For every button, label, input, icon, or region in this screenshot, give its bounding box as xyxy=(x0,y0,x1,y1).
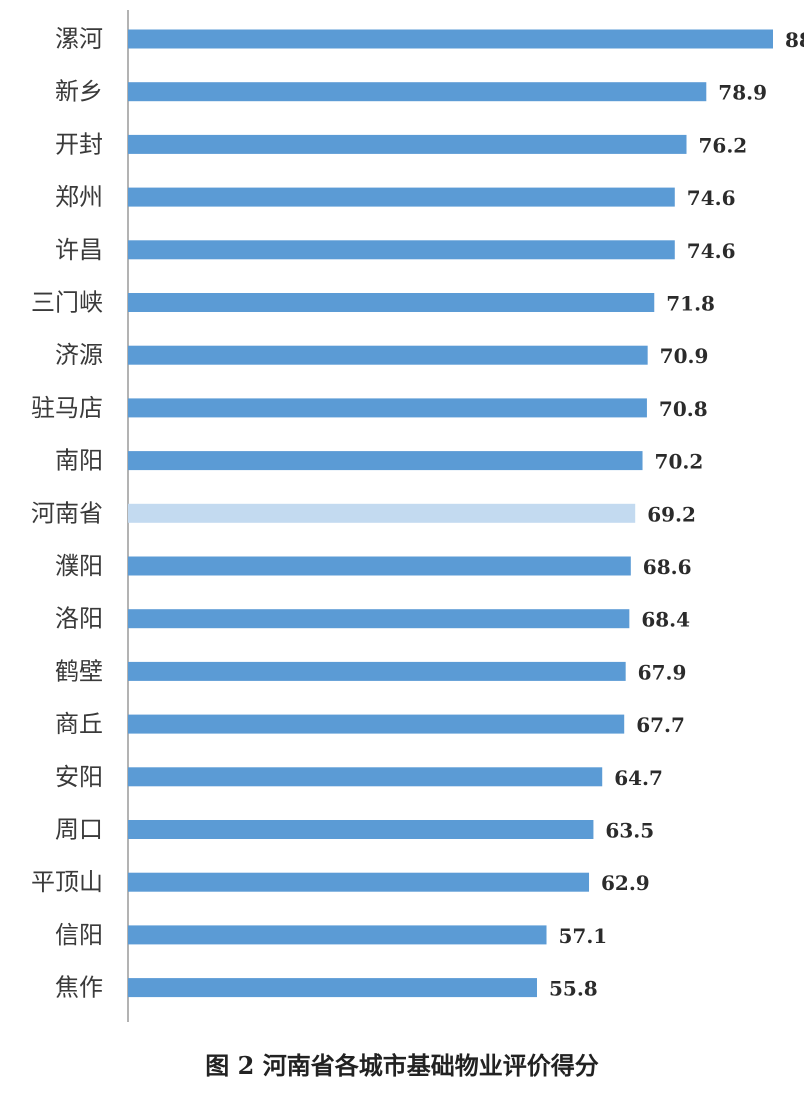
value-label: 70.2 xyxy=(655,450,704,474)
bar-13 xyxy=(128,714,625,734)
value-label: 74.6 xyxy=(687,186,736,210)
category-labels-group: 漯河新乡开封郑州许昌三门峡济源驻马店南阳河南省濮阳洛阳鹤壁商丘安阳周口平顶山信阳… xyxy=(31,25,103,1002)
value-label: 69.2 xyxy=(647,502,696,526)
value-label: 78.9 xyxy=(718,81,767,105)
bar-11 xyxy=(128,609,630,629)
value-label: 62.9 xyxy=(601,871,650,895)
bar-9 xyxy=(128,503,636,523)
category-label: 郑州 xyxy=(55,183,103,211)
category-label: 漯河 xyxy=(55,25,103,53)
bar-14 xyxy=(128,767,603,787)
value-label: 70.9 xyxy=(660,344,709,368)
value-label: 57.1 xyxy=(559,924,608,948)
category-label: 河南省 xyxy=(31,499,103,527)
bar-17 xyxy=(128,925,547,945)
value-label: 67.7 xyxy=(636,713,685,737)
value-label: 68.6 xyxy=(643,555,692,579)
chart-canvas: 漯河新乡开封郑州许昌三门峡济源驻马店南阳河南省濮阳洛阳鹤壁商丘安阳周口平顶山信阳… xyxy=(31,10,804,1022)
bar-0 xyxy=(128,29,773,49)
bars-group xyxy=(128,29,773,998)
bar-5 xyxy=(128,293,655,312)
value-label: 68.4 xyxy=(641,608,690,632)
value-label: 55.8 xyxy=(549,977,598,1001)
bar-15 xyxy=(128,820,594,839)
category-label: 新乡 xyxy=(55,78,103,106)
bar-2 xyxy=(128,134,687,154)
bar-16 xyxy=(128,872,590,892)
value-label: 88 xyxy=(785,28,804,52)
value-label: 67.9 xyxy=(638,660,687,684)
value-label: 74.6 xyxy=(687,239,736,263)
bar-7 xyxy=(128,398,647,418)
category-label: 濮阳 xyxy=(55,552,103,580)
bar-12 xyxy=(128,661,626,681)
figure-caption: 图 2 河南省各城市基础物业评价得分 xyxy=(205,1051,599,1080)
category-label: 驻马店 xyxy=(31,394,103,422)
value-label: 63.5 xyxy=(605,819,654,843)
category-label: 商丘 xyxy=(55,710,103,738)
category-label: 开封 xyxy=(55,130,103,158)
bar-18 xyxy=(128,978,537,998)
category-label: 洛阳 xyxy=(55,605,103,633)
bar-4 xyxy=(128,240,675,260)
category-label: 信阳 xyxy=(55,921,103,949)
bar-3 xyxy=(128,187,675,207)
value-label: 76.2 xyxy=(699,133,748,157)
category-label: 安阳 xyxy=(55,763,103,791)
bar-6 xyxy=(128,345,648,365)
bar-8 xyxy=(128,451,643,471)
category-label: 平顶山 xyxy=(31,868,103,896)
value-label: 64.7 xyxy=(614,766,663,790)
category-label: 焦作 xyxy=(55,974,103,1002)
category-label: 三门峡 xyxy=(31,289,103,317)
category-label: 鹤壁 xyxy=(55,657,103,685)
value-label: 70.8 xyxy=(659,397,708,421)
value-labels-group: 88 78.9 76.2 74.6 74.6 71.8 70.9 70.8 70.2 69.2 68… xyxy=(549,28,804,1001)
value-label: 71.8 xyxy=(666,292,715,316)
bar-10 xyxy=(128,556,631,576)
bar-1 xyxy=(128,82,707,102)
category-label: 济源 xyxy=(55,341,103,369)
category-label: 周口 xyxy=(55,816,103,844)
category-label: 南阳 xyxy=(55,447,103,475)
category-label: 许昌 xyxy=(55,236,103,264)
